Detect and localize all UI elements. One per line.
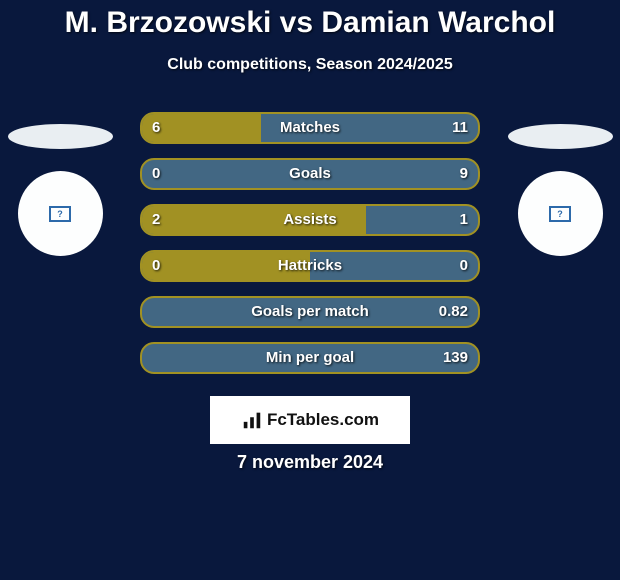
page-title: M. Brzozowski vs Damian Warchol bbox=[0, 0, 620, 40]
brand-text: FcTables.com bbox=[267, 410, 379, 430]
comparison-infographic: M. Brzozowski vs Damian Warchol Club com… bbox=[0, 0, 620, 580]
stat-row: 0.82Goals per match bbox=[140, 296, 480, 328]
subtitle: Club competitions, Season 2024/2025 bbox=[0, 56, 620, 74]
stat-label: Goals per match bbox=[142, 298, 478, 326]
footer-date: 7 november 2024 bbox=[0, 452, 620, 473]
stat-row: 09Goals bbox=[140, 158, 480, 190]
stat-label: Assists bbox=[142, 206, 478, 234]
stat-label: Goals bbox=[142, 160, 478, 188]
stat-label: Hattricks bbox=[142, 252, 478, 280]
stat-row: 21Assists bbox=[140, 204, 480, 236]
stat-row: 611Matches bbox=[140, 112, 480, 144]
stat-row: 139Min per goal bbox=[140, 342, 480, 374]
stat-row: 00Hattricks bbox=[140, 250, 480, 282]
brand-badge: FcTables.com bbox=[210, 396, 410, 444]
stat-label: Min per goal bbox=[142, 344, 478, 372]
brand-logo-icon bbox=[241, 409, 263, 431]
stats-chart: 611Matches 09Goals 21Assists 00Hattricks 0.8… bbox=[0, 112, 620, 388]
stat-label: Matches bbox=[142, 114, 478, 142]
